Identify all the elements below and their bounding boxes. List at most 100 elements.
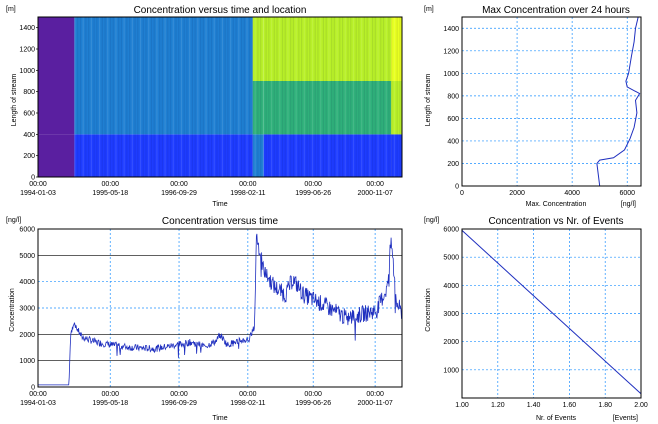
heatmap-title: Concentration versus time and location [134, 5, 307, 16]
conctime-ticks: 00:00 1994-01-03 00:00 1995-05-18 00:00 1996-… [19, 227, 392, 408]
heatmap-streak [161, 17, 163, 177]
conctime-x-tick-date: 1999-06-26 [295, 400, 331, 407]
heatmap-streak [371, 17, 374, 177]
heatmap-cells [38, 17, 402, 177]
events-y-tick-label: 3000 [443, 311, 459, 318]
maxconc-ticks: 0 2000 4000 6000 0 200 400 600 800 1000 1200 1400 [443, 26, 635, 197]
heatmap-streak [98, 17, 101, 177]
conctime-grid [38, 228, 402, 387]
events-y-tick-label: 2000 [443, 339, 459, 346]
heatmap-streak [382, 17, 385, 177]
heatmap-streak [257, 17, 259, 177]
events-ticks: 1.00 1.20 1.40 1.60 1.80 2.00 1000 2000 3000 4000… [443, 227, 647, 410]
heatmap-streak [235, 17, 237, 177]
heatmap-x-tick-time: 00:00 [366, 181, 384, 188]
heatmap-streak [314, 17, 316, 177]
heatmap-streak [224, 17, 226, 177]
heatmap-y-tick-label: 200 [23, 153, 35, 160]
heatmap-streak [156, 17, 158, 177]
heatmap-x-tick-date: 1996-09-29 [161, 190, 197, 197]
heatmap-streak [369, 17, 371, 177]
conctime-x-tick-date: 1996-09-29 [161, 400, 197, 407]
maxconc-y-label: Length of stream [425, 74, 432, 127]
heatmap-streak [281, 17, 284, 177]
heatmap-streak [88, 17, 90, 177]
heatmap-streak [150, 17, 153, 177]
maxconc-x-tick-label: 2000 [509, 190, 525, 197]
heatmap-streak [153, 17, 155, 177]
heatmap-streak [208, 17, 210, 177]
heatmap-cell [252, 17, 264, 81]
heatmap-cell [391, 17, 402, 81]
maxconc-grid [462, 17, 641, 186]
maxconc-x-unit: [ng/l] [621, 201, 636, 208]
heatmap-cell [74, 81, 253, 135]
heatmap-streak [210, 17, 213, 177]
heatmap-y-tick-label: 0 [31, 175, 35, 182]
maxconc-x-tick-label: 0 [460, 190, 464, 197]
heatmap-streak [197, 17, 199, 177]
heatmap-streak [333, 17, 335, 177]
heatmap-streak [363, 17, 365, 177]
heatmap-streak [270, 17, 273, 177]
heatmap-streak [361, 17, 363, 177]
heatmap-cell [252, 81, 264, 135]
heatmap-streak [298, 17, 300, 177]
heatmap-streak [123, 17, 125, 177]
heatmap-cell [38, 17, 75, 81]
conctime-x-tick-time: 00:00 [29, 391, 47, 398]
events-panel: Concentration vs Nr. of Events [ng/l] Co… [424, 216, 648, 422]
heatmap-streak [388, 17, 390, 177]
heatmap-streak [167, 17, 169, 177]
conctime-x-tick-date: 1994-01-03 [20, 400, 56, 407]
maxconc-title: Max Concentration over 24 hours [482, 5, 630, 16]
conctime-frame [37, 228, 403, 388]
conctime-y-tick-label: 2000 [19, 332, 35, 339]
conctime-panel: Concentration versus time [ng/l] Concent… [6, 216, 403, 422]
conctime-title: Concentration versus time [162, 216, 279, 227]
heatmap-streak [175, 17, 177, 177]
events-x-tick-label: 1.00 [455, 402, 469, 409]
maxconc-x-tick-label: 4000 [564, 190, 580, 197]
heatmap-streak [317, 17, 319, 177]
maxconc-y-tick-label: 400 [447, 138, 459, 145]
heatmap-streak [82, 17, 84, 177]
heatmap-cell [38, 81, 75, 135]
heatmap-cell [252, 134, 264, 177]
events-x-tick-label: 1.60 [563, 402, 577, 409]
heatmap-streak [74, 17, 76, 177]
heatmap-streak [279, 17, 281, 177]
conctime-y-tick-label: 0 [31, 385, 35, 392]
heatmap-streak [120, 17, 123, 177]
heatmap-streak [169, 17, 172, 177]
conctime-x-tick-date: 1998-02-11 [230, 400, 265, 407]
conctime-series-line [38, 233, 403, 386]
heatmap-streak [101, 17, 103, 177]
heatmap-streak [290, 17, 292, 177]
heatmap-streak [126, 17, 128, 177]
heatmap-y-unit: [m] [6, 6, 16, 13]
conctime-y-tick-label: 4000 [19, 279, 35, 286]
events-x-tick-label: 2.00 [634, 402, 648, 409]
heatmap-streak [180, 17, 183, 177]
heatmap-streak [303, 17, 305, 177]
heatmap-streak [328, 17, 330, 177]
heatmap-streak [273, 17, 275, 177]
heatmap-cell [263, 81, 392, 135]
heatmap-streak [336, 17, 338, 177]
events-y-tick-label: 4000 [443, 283, 459, 290]
heatmap-streak [249, 17, 251, 177]
events-y-unit: [ng/l] [424, 217, 439, 224]
heatmap-streak [251, 17, 254, 177]
heatmap-streak [107, 17, 109, 177]
maxconc-frame [461, 16, 642, 187]
heatmap-streak [311, 17, 314, 177]
heatmap-streak [396, 17, 398, 177]
heatmap-streak [77, 17, 79, 177]
heatmap-streak [399, 17, 401, 177]
heatmap-x-ticks: 00:00 1994-01-03 00:00 1995-05-18 00:00 1996-… [20, 181, 393, 197]
heatmap-y-label: Length of stream [11, 74, 18, 127]
conctime-x-tick-time: 00:00 [304, 391, 322, 398]
heatmap-streak [366, 17, 368, 177]
maxconc-panel: Max Concentration over 24 hours [m] Leng… [424, 5, 642, 208]
